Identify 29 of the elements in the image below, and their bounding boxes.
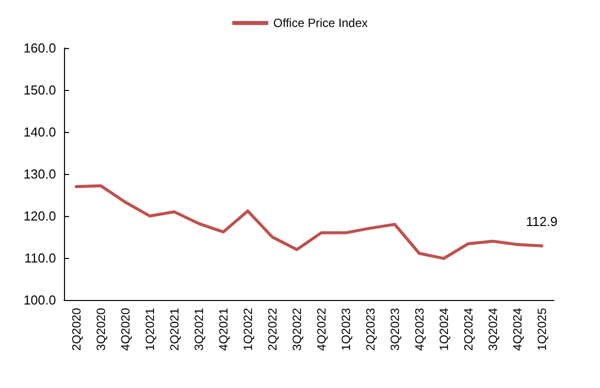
x-tick-label: 3Q2020 (94, 308, 108, 351)
y-tick-label: 110.0 (24, 250, 56, 266)
x-tick-label: 4Q2020 (118, 308, 132, 351)
x-tick-label: 3Q2022 (290, 308, 304, 351)
x-tick-label: 4Q2023 (412, 308, 426, 351)
y-tick-label: 120.0 (23, 208, 56, 224)
x-tick-label: 1Q2022 (240, 308, 255, 351)
x-tick-label: 2Q2024 (461, 308, 476, 351)
y-tick-label: 140.0 (23, 124, 56, 140)
y-tick-label: 100.0 (23, 292, 56, 308)
x-tick-label: 4Q2021 (216, 308, 230, 351)
x-tick-label: 3Q2024 (486, 308, 500, 351)
x-tick-label: 1Q2025 (534, 308, 549, 351)
y-tick-label: 160.0 (23, 40, 56, 56)
x-tick-label: 1Q2021 (142, 308, 157, 351)
x-tick-label: 3Q2023 (388, 308, 402, 351)
legend-label: Office Price Index (273, 16, 368, 30)
x-tick-label: 1Q2024 (436, 308, 451, 351)
x-tick-label: 3Q2021 (192, 308, 206, 351)
x-tick-label: 2Q2022 (265, 308, 280, 351)
y-tick-label: 130.0 (23, 166, 56, 182)
data-label: 112.9 (526, 214, 558, 229)
x-tick-label: 2Q2021 (167, 308, 182, 351)
x-tick-label: 4Q2024 (510, 308, 524, 351)
x-tick-label: 2Q2023 (363, 308, 378, 351)
x-tick-label: 4Q2022 (314, 308, 328, 351)
x-tick-label: 2Q2020 (69, 308, 84, 351)
y-tick-label: 150.0 (23, 82, 56, 98)
x-tick-label: 1Q2023 (338, 308, 353, 351)
